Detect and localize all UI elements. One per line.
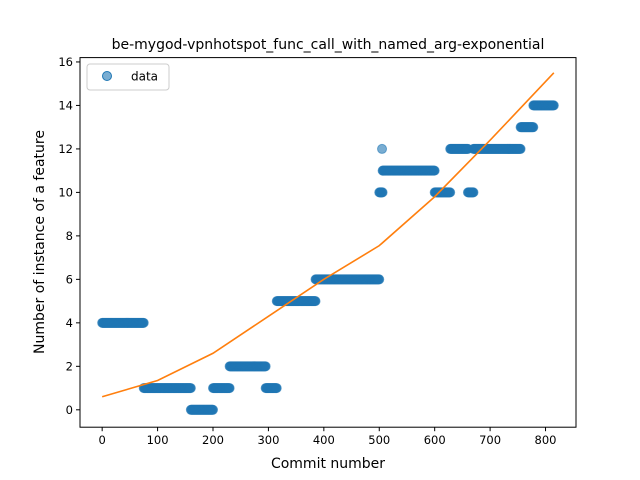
fit-line bbox=[101, 72, 555, 398]
data-point bbox=[528, 122, 539, 133]
x-axis-ticks: 0 100 200 300 400 500 600 700 800 bbox=[99, 427, 557, 447]
data-point bbox=[185, 383, 196, 394]
chart-title: be-mygod-vpnhotspot_func_call_with_named… bbox=[112, 37, 545, 53]
y-tick-label: 16 bbox=[58, 55, 73, 69]
x-tick-label: 800 bbox=[535, 433, 557, 447]
data-point bbox=[271, 383, 282, 394]
y-tick-label: 4 bbox=[66, 316, 73, 330]
x-tick-label: 500 bbox=[368, 433, 390, 447]
x-tick-label: 300 bbox=[257, 433, 279, 447]
data-point bbox=[260, 361, 271, 372]
x-tick-label: 700 bbox=[479, 433, 501, 447]
data-point bbox=[208, 404, 219, 415]
data-point bbox=[138, 317, 149, 328]
y-tick-label: 12 bbox=[58, 142, 73, 156]
data-point bbox=[374, 274, 385, 285]
x-tick-label: 600 bbox=[424, 433, 446, 447]
y-axis-label: Number of instance of a feature bbox=[32, 130, 48, 354]
legend-marker-data bbox=[102, 71, 112, 81]
data-point bbox=[515, 143, 526, 154]
data-point bbox=[310, 296, 321, 307]
data-point bbox=[377, 187, 388, 198]
y-tick-label: 14 bbox=[58, 98, 73, 112]
x-tick-label: 0 bbox=[99, 433, 106, 447]
plot-marks bbox=[97, 72, 559, 415]
legend: data bbox=[86, 63, 170, 91]
x-tick-label: 200 bbox=[202, 433, 224, 447]
legend-label-data: data bbox=[131, 70, 158, 84]
data-point bbox=[548, 100, 559, 111]
y-tick-label: 0 bbox=[66, 403, 73, 417]
plot-frame bbox=[79, 57, 577, 428]
y-axis-ticks: 0 2 4 6 8 10 12 14 16 bbox=[58, 55, 80, 417]
y-tick-label: 10 bbox=[58, 185, 73, 199]
x-tick-label: 400 bbox=[313, 433, 335, 447]
y-tick-label: 6 bbox=[66, 272, 73, 286]
data-point bbox=[377, 143, 388, 154]
y-tick-label: 8 bbox=[66, 229, 73, 243]
data-point bbox=[445, 187, 456, 198]
data-point bbox=[224, 383, 235, 394]
y-tick-label: 2 bbox=[66, 359, 73, 373]
x-axis-label: Commit number bbox=[271, 456, 385, 472]
x-tick-label: 100 bbox=[147, 433, 169, 447]
data-point bbox=[468, 187, 479, 198]
legend-box bbox=[86, 63, 170, 91]
data-point bbox=[429, 165, 440, 176]
